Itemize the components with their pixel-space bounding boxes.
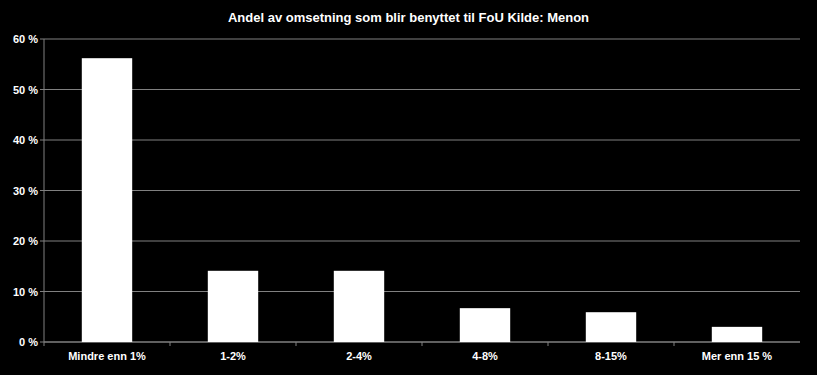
bar [334, 271, 384, 342]
y-tick-label: 50 % [13, 84, 38, 96]
y-tick [40, 39, 44, 40]
grid-line [44, 140, 800, 141]
y-tick [40, 291, 44, 292]
y-tick-label: 30 % [13, 185, 38, 197]
grid-line [44, 190, 800, 191]
x-tick [674, 342, 675, 346]
y-axis [44, 39, 45, 342]
bar [208, 271, 258, 342]
x-tick-label: Mer enn 15 % [702, 350, 773, 362]
grid-line [44, 291, 800, 292]
chart-title: Andel av omsetning som blir benyttet til… [228, 10, 589, 25]
y-tick [40, 140, 44, 141]
x-tick [296, 342, 297, 346]
bar [460, 308, 510, 342]
page: {"chart_data": {"type": "bar", "title": … [0, 0, 817, 375]
bar [82, 58, 132, 342]
x-tick-label: 2-4% [346, 350, 372, 362]
grid-line [44, 39, 800, 40]
bar [586, 312, 636, 342]
y-tick [40, 89, 44, 90]
bars [82, 58, 762, 342]
x-tick [422, 342, 423, 346]
x-tick-label: 4-8% [472, 350, 498, 362]
x-tick-label: 8-15% [595, 350, 627, 362]
y-tick [40, 342, 44, 343]
chart-svg: Andel av omsetning som blir benyttet til… [0, 0, 817, 375]
y-tick [40, 241, 44, 242]
grid-line [44, 241, 800, 242]
x-tick [44, 342, 45, 346]
y-tick-label: 20 % [13, 235, 38, 247]
y-tick [40, 190, 44, 191]
x-tick-label: Mindre enn 1% [68, 350, 146, 362]
grid-line [44, 89, 800, 90]
y-tick-label: 40 % [13, 134, 38, 146]
x-tick [548, 342, 549, 346]
x-tick [170, 342, 171, 346]
chart-container: Andel av omsetning som blir benyttet til… [0, 0, 817, 375]
bar [712, 327, 762, 342]
y-tick-label: 60 % [13, 33, 38, 45]
y-tick-label: 10 % [13, 286, 38, 298]
x-tick-label: 1-2% [220, 350, 246, 362]
y-tick-label: 0 % [19, 336, 38, 348]
